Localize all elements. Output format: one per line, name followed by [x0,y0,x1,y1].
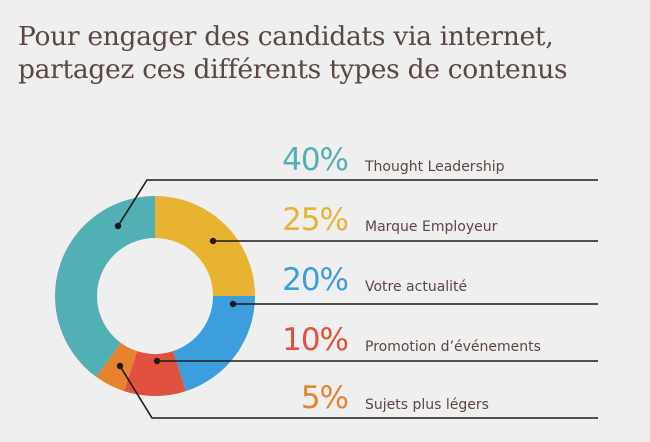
legend-label: Sujets plus légers [365,397,489,413]
leader-dot-icon [114,222,122,230]
legend-item-thought-leadership: 40% Thought Leadership [270,142,600,182]
legend-label: Thought Leadership [365,159,505,175]
legend-percent: 10% [282,322,349,358]
donut-slice-sujets-plus-l-gers [96,342,138,392]
legend-percent: 40% [282,142,349,178]
donut-slice-promotion-d-v-nements [124,351,186,396]
leader-line [117,179,598,227]
leader-dot-icon [153,357,161,365]
donut-slice-votre-actualit- [172,296,255,392]
page-title: Pour engager des candidats via internet,… [18,20,568,86]
legend-label: Marque Employeur [365,219,498,235]
legend-label: Votre actualité [365,279,468,295]
legend-item-promotion-evenements: 10% Promotion d’événements [270,322,600,362]
legend-label: Promotion d’événements [365,339,541,355]
leader-dot-icon [209,237,217,245]
legend-item-sujets-plus-legers: 5% Sujets plus légers [270,380,600,420]
leader-lines [114,179,598,419]
donut-slice-marque-employeur [155,196,255,296]
donut-slices [54,196,255,396]
donut-slice-thought-leadership [54,196,155,377]
legend-percent: 25% [282,202,349,238]
legend-item-votre-actualite: 20% Votre actualité [270,262,600,302]
title-line-1: Pour engager des candidats via internet, [18,21,554,52]
leader-dot-icon [116,362,124,370]
legend-percent: 20% [282,262,349,298]
leader-line [119,365,598,419]
legend-item-marque-employeur: 25% Marque Employeur [270,202,600,242]
legend-percent: 5% [300,380,349,416]
leader-dot-icon [229,300,237,308]
title-line-2: partagez ces différents types de contenu… [18,54,568,85]
